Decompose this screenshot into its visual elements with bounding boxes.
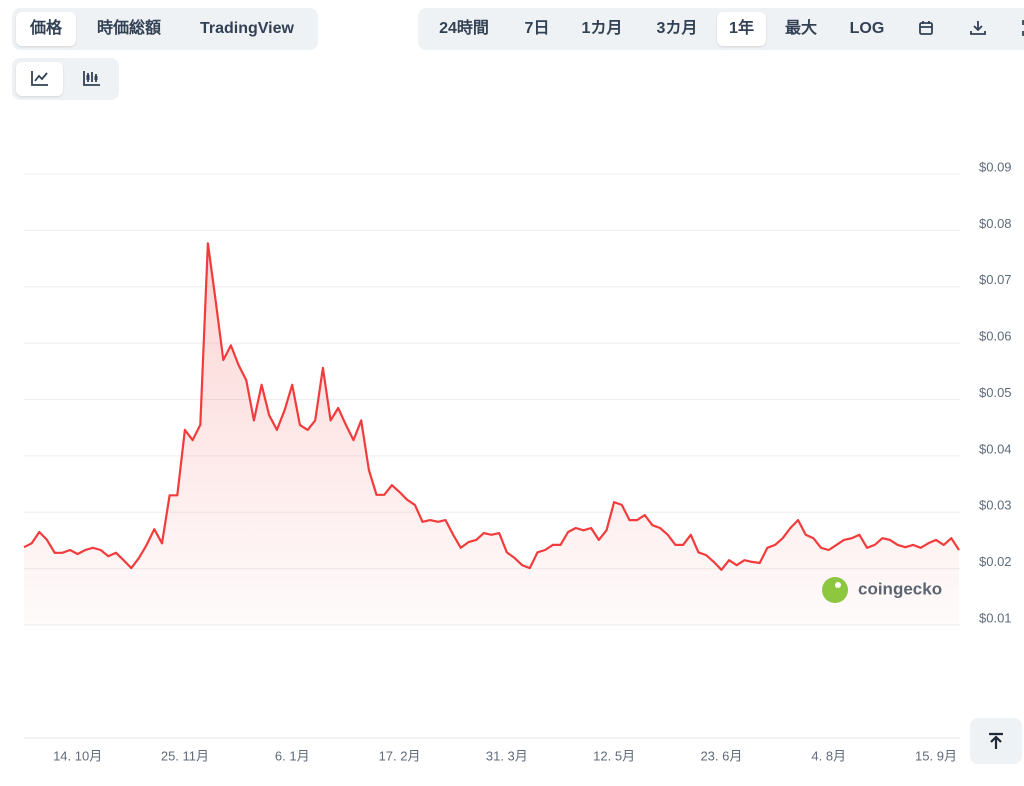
line-icon bbox=[30, 71, 48, 86]
x-tick-label: 14. 10月 bbox=[53, 748, 102, 763]
y-tick-label: $0.03 bbox=[979, 498, 1012, 513]
y-tick-label: $0.02 bbox=[979, 554, 1012, 569]
x-tick-label: 23. 6月 bbox=[700, 748, 742, 763]
view-tabs: 価格 時価総額 TradingView bbox=[12, 8, 318, 50]
watermark-text: coingecko bbox=[858, 579, 942, 598]
log-toggle[interactable]: LOG bbox=[849, 20, 885, 37]
price-line bbox=[23, 242, 960, 571]
tab[interactable]: TradingView bbox=[200, 20, 294, 37]
y-tick-label: $0.05 bbox=[979, 385, 1012, 400]
candle-icon bbox=[82, 71, 100, 86]
x-tick-label: 12. 5月 bbox=[593, 748, 635, 763]
y-tick-label: $0.07 bbox=[979, 272, 1012, 287]
y-tick-label: $0.01 bbox=[979, 610, 1012, 625]
calendar-icon bbox=[919, 21, 933, 35]
x-tick-label: 4. 8月 bbox=[811, 748, 846, 763]
arrow-up-icon bbox=[989, 732, 1003, 749]
candle-chart-button[interactable] bbox=[68, 62, 115, 96]
range-tab[interactable]: 1年 bbox=[717, 12, 766, 46]
x-tick-label: 31. 3月 bbox=[486, 748, 528, 763]
chart-style-tabs bbox=[12, 58, 119, 100]
watermark: coingecko bbox=[822, 577, 942, 603]
y-tick-label: $0.06 bbox=[979, 329, 1012, 344]
scroll-top-button[interactable] bbox=[970, 718, 1022, 764]
x-tick-label: 17. 2月 bbox=[379, 748, 421, 763]
range-tab[interactable]: 24時間 bbox=[439, 20, 489, 37]
download-button[interactable] bbox=[960, 12, 996, 46]
x-tick-label: 6. 1月 bbox=[275, 748, 310, 763]
range-tabs: 24時間 7日 1カ月 3カ月 1年 最大 LOG bbox=[418, 8, 1024, 50]
tab[interactable]: 価格 bbox=[16, 12, 76, 46]
x-tick-label: 15. 9月 bbox=[915, 748, 957, 763]
calendar-button[interactable] bbox=[908, 12, 944, 46]
y-tick-label: $0.08 bbox=[979, 216, 1012, 231]
watermark-logo bbox=[822, 577, 848, 603]
y-tick-label: $0.09 bbox=[979, 159, 1012, 174]
fullscreen-icon bbox=[1022, 20, 1024, 36]
fullscreen-button[interactable] bbox=[1012, 12, 1024, 46]
range-tab[interactable]: 3カ月 bbox=[656, 20, 698, 37]
y-tick-label: $0.04 bbox=[979, 441, 1012, 456]
tab[interactable]: 時価総額 bbox=[96, 20, 161, 37]
range-tab[interactable]: 最大 bbox=[784, 20, 817, 37]
range-tab[interactable]: 7日 bbox=[524, 20, 550, 37]
line-chart-button[interactable] bbox=[16, 62, 63, 96]
price-area bbox=[24, 243, 959, 626]
x-tick-label: 25. 11月 bbox=[161, 748, 209, 763]
range-tab[interactable]: 1カ月 bbox=[581, 20, 623, 37]
download-icon bbox=[970, 21, 986, 35]
watermark-eye bbox=[835, 582, 841, 588]
